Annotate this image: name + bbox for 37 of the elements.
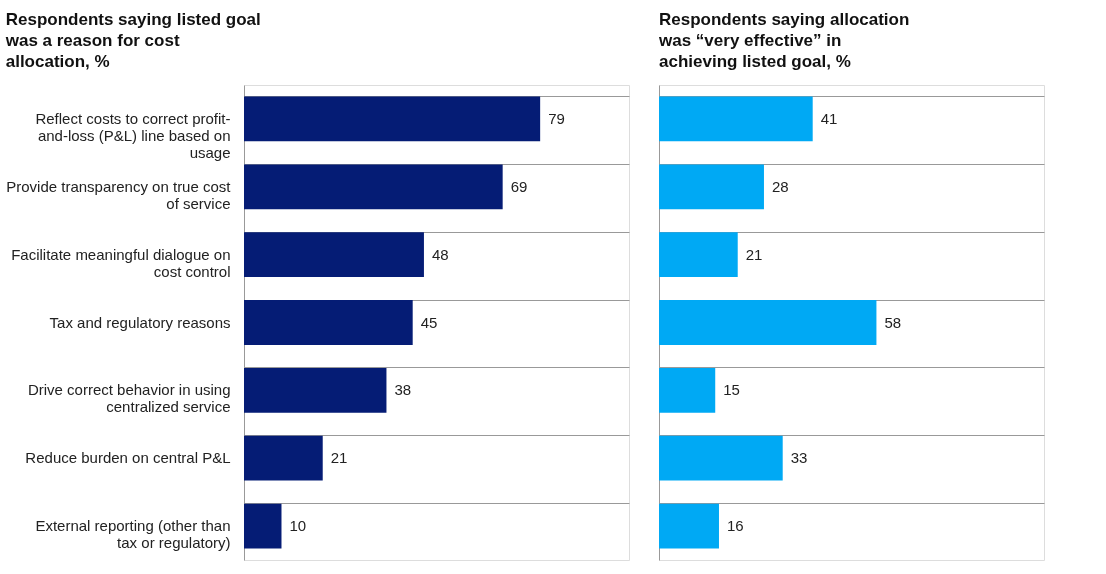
bar <box>659 367 716 413</box>
chart-title: Respondents saying allocation was “very effective” in achieving listed goal, % <box>658 10 910 71</box>
data-label: 10 <box>289 517 307 535</box>
y-tick-label: Tax and regulatory reasons <box>49 313 231 331</box>
data-label: 38 <box>394 381 412 399</box>
data-label: 79 <box>548 109 565 127</box>
y-tick-label: Provide transparency on true cost of service <box>6 177 232 212</box>
y-tick-label: Facilitate meaningful dialogue on cost control <box>11 245 231 280</box>
bar <box>244 164 503 210</box>
data-label: 21 <box>745 245 763 263</box>
bar <box>244 435 323 481</box>
data-label: 16 <box>726 517 744 535</box>
y-tick-label: External reporting (other than tax or regulatory) <box>35 517 231 552</box>
y-tick-label: Reduce burden on central P&L <box>25 449 231 467</box>
bar <box>659 164 764 210</box>
bar <box>244 232 424 278</box>
data-label: 33 <box>790 449 808 467</box>
data-label: 48 <box>431 245 449 263</box>
data-label: 28 <box>771 177 789 195</box>
bar <box>659 96 813 142</box>
y-tick-label: Reflect costs to correct profit-and-loss (P&L) line based on usage <box>35 109 231 161</box>
bar <box>244 300 413 345</box>
bar <box>244 96 541 142</box>
data-label: 41 <box>820 109 838 127</box>
bar <box>659 300 877 345</box>
chart-title: Respondents saying listed goal was a reason for cost allocation, % <box>4 10 261 71</box>
bar <box>244 367 387 413</box>
data-label: 45 <box>420 313 438 331</box>
y-tick-label: Drive correct behavior in using centralized service <box>27 381 231 416</box>
bar <box>659 435 783 481</box>
bar <box>659 232 738 278</box>
data-label: 21 <box>330 449 348 467</box>
bar <box>244 503 282 549</box>
bar <box>659 503 719 549</box>
data-label: 15 <box>723 381 740 399</box>
data-label: 69 <box>510 177 528 195</box>
data-label: 58 <box>884 313 902 331</box>
